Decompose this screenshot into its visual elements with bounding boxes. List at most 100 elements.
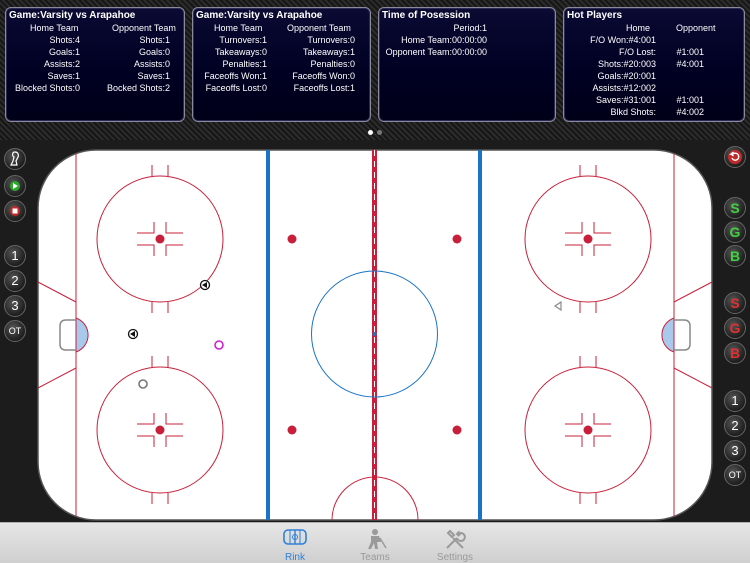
game-stats-panel-1[interactable]: Game:Varsity vs Arapahoe Home Team Oppon… bbox=[5, 7, 185, 122]
stat-opp: Saves:1 bbox=[137, 71, 170, 81]
rink-icon bbox=[283, 529, 307, 545]
stat-home: Faceoffs Lost:0 bbox=[205, 83, 267, 93]
stat-home: Goals:1 bbox=[48, 47, 80, 57]
faceoff-circle-left-bottom bbox=[96, 356, 224, 504]
trapezoid-line bbox=[38, 281, 77, 303]
period-3-button[interactable]: 3 bbox=[724, 440, 746, 462]
stat-opp: Turnovers:0 bbox=[307, 35, 355, 45]
home-header: Home Team bbox=[30, 23, 79, 33]
stat-home: F/O Lost: bbox=[618, 47, 656, 57]
shot-marker[interactable] bbox=[199, 279, 211, 291]
home-block-button[interactable]: B bbox=[724, 245, 746, 267]
page-indicator[interactable] bbox=[366, 128, 386, 136]
tab-label: Teams bbox=[360, 552, 390, 563]
stat-opp: Faceoffs Lost:1 bbox=[293, 83, 355, 93]
page-dot-active bbox=[368, 130, 373, 135]
stat-home: Saves:1 bbox=[47, 71, 80, 81]
stat-opp: #1:001 bbox=[676, 95, 704, 105]
referee-crease bbox=[331, 476, 419, 521]
stat-opp: Shots:1 bbox=[139, 35, 170, 45]
stat-home: Saves:#31:001 bbox=[595, 95, 656, 105]
trapezoid-line bbox=[673, 281, 712, 303]
hot-players-panel[interactable]: Hot Players Home Opponent F/O Won:#4:001… bbox=[563, 7, 745, 122]
stat-opp: #4:002 bbox=[676, 107, 704, 117]
stat-opp: Assists:0 bbox=[133, 59, 170, 69]
period-ot-button[interactable]: OT bbox=[4, 320, 26, 342]
away-goal-button[interactable]: G bbox=[724, 317, 746, 339]
home-goal-button[interactable]: G bbox=[724, 221, 746, 243]
goal-marker[interactable] bbox=[214, 340, 224, 350]
stats-bar: Game:Varsity vs Arapahoe Home Team Oppon… bbox=[0, 0, 750, 140]
faceoff-circle-left-top bbox=[96, 165, 224, 313]
tab-bar: Rink Teams Settings bbox=[0, 522, 750, 563]
stat-home: Takeaways:0 bbox=[214, 47, 267, 57]
stop-icon[interactable] bbox=[4, 200, 26, 222]
play-icon[interactable] bbox=[4, 175, 26, 197]
panel-title: Game:Varsity vs Arapahoe bbox=[9, 10, 136, 21]
stat-opp: Bocked Shots:2 bbox=[106, 83, 170, 93]
period-2-button[interactable]: 2 bbox=[724, 415, 746, 437]
tab-label: Rink bbox=[284, 552, 305, 563]
shot-marker[interactable] bbox=[127, 328, 139, 340]
home-shot-button[interactable]: S bbox=[724, 197, 746, 219]
goal-left bbox=[59, 317, 89, 353]
stat-opp: Goals:0 bbox=[138, 47, 170, 57]
possession-panel[interactable]: Time of Posession Period:1 Home Team:00:… bbox=[378, 7, 556, 122]
game-stats-panel-2[interactable]: Game:Varsity vs Arapahoe Home Team Oppon… bbox=[192, 7, 371, 122]
player-icon bbox=[368, 529, 387, 549]
stat-opp: Takeaways:1 bbox=[302, 47, 355, 57]
rink-area[interactable] bbox=[30, 140, 720, 522]
period-1-button[interactable]: 1 bbox=[724, 390, 746, 412]
period-3-button[interactable]: 3 bbox=[4, 295, 26, 317]
stat-home: Shots:4 bbox=[49, 35, 80, 45]
stat-opp: Penalties:0 bbox=[310, 59, 355, 69]
skater-icon[interactable] bbox=[4, 148, 26, 170]
undo-icon[interactable] bbox=[724, 146, 746, 168]
center-circle bbox=[311, 270, 438, 398]
panel-title: Time of Posession bbox=[382, 10, 471, 21]
neutral-faceoff-dot bbox=[287, 234, 297, 244]
save-marker[interactable] bbox=[138, 379, 148, 389]
neutral-faceoff-dot bbox=[287, 425, 297, 435]
shot-marker[interactable] bbox=[553, 300, 562, 312]
stat-home: Blkd Shots: bbox=[610, 107, 656, 117]
stat-home: Shots:#20:003 bbox=[597, 59, 656, 69]
period-1-button[interactable]: 1 bbox=[4, 245, 26, 267]
home-possession: Home Team:00:00:00 bbox=[401, 35, 487, 45]
left-control-rail: 1 2 3 OT bbox=[0, 140, 30, 522]
stat-home: Penalties:1 bbox=[222, 59, 267, 69]
trapezoid-line bbox=[38, 367, 77, 389]
stat-home: Turnovers:1 bbox=[219, 35, 267, 45]
away-shot-button[interactable]: S bbox=[724, 292, 746, 314]
home-header: Home Team bbox=[214, 23, 263, 33]
blue-line-right bbox=[478, 150, 482, 520]
stat-home: Assists:#12:002 bbox=[592, 83, 656, 93]
stat-opp: #4:001 bbox=[676, 59, 704, 69]
page-dot bbox=[377, 130, 382, 135]
away-block-button[interactable]: B bbox=[724, 342, 746, 364]
goal-right bbox=[661, 317, 691, 353]
tab-rink[interactable]: Rink bbox=[265, 526, 325, 563]
stat-opp: #1:001 bbox=[676, 47, 704, 57]
stat-home: F/O Won:#4:001 bbox=[590, 35, 656, 45]
trapezoid-line bbox=[673, 367, 712, 389]
right-control-rail: S G B S G B 1 2 3 OT bbox=[720, 140, 750, 522]
tab-teams[interactable]: Teams bbox=[345, 526, 405, 563]
tab-settings[interactable]: Settings bbox=[425, 526, 485, 563]
panel-title: Game:Varsity vs Arapahoe bbox=[196, 10, 323, 21]
neutral-faceoff-dot bbox=[452, 234, 462, 244]
period-2-button[interactable]: 2 bbox=[4, 270, 26, 292]
opponent-header: Opponent Team bbox=[287, 23, 351, 33]
rink[interactable] bbox=[30, 140, 720, 522]
tab-label: Settings bbox=[436, 552, 474, 563]
period-value: Period:1 bbox=[453, 23, 487, 33]
panel-title: Hot Players bbox=[567, 10, 623, 21]
home-header: Home bbox=[626, 23, 651, 33]
period-ot-button[interactable]: OT bbox=[724, 464, 746, 486]
center-faceoff-dot bbox=[372, 332, 377, 336]
opponent-header: Opponent bbox=[676, 23, 716, 33]
stat-home: Blocked Shots:0 bbox=[14, 83, 80, 93]
stat-home: Assists:2 bbox=[43, 59, 80, 69]
opponent-possession: Opponent Team:00:00:00 bbox=[385, 47, 487, 57]
neutral-faceoff-dot bbox=[452, 425, 462, 435]
